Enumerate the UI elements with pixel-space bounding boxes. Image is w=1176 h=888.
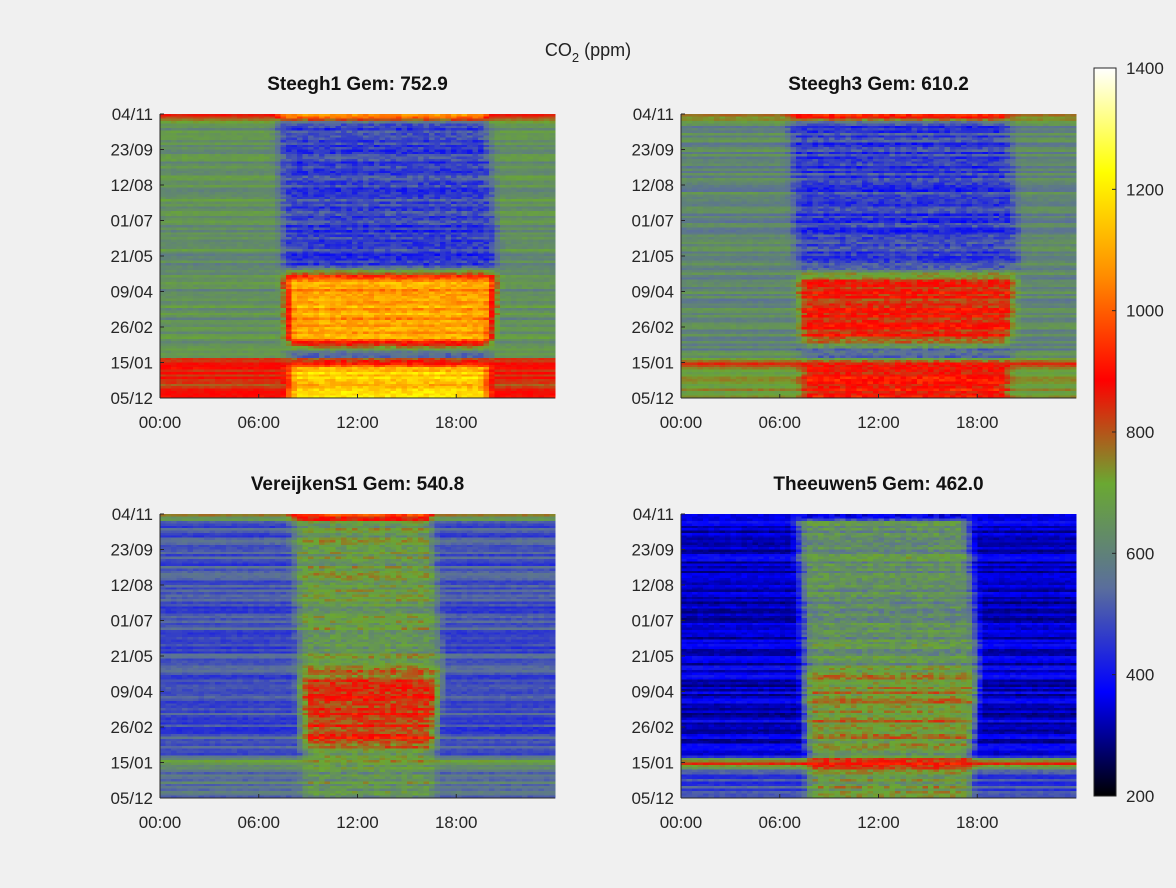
figure-title-main: CO	[545, 40, 572, 60]
y-tick-label: 12/08	[631, 176, 674, 195]
y-tick-label: 15/01	[631, 754, 674, 773]
y-tick-label: 23/09	[110, 541, 153, 560]
subplot-title: Steegh3 Gem: 610.2	[788, 74, 969, 95]
y-tick-label: 15/01	[631, 354, 674, 373]
y-tick-label: 21/05	[631, 247, 674, 266]
y-tick-label: 23/09	[110, 141, 153, 160]
x-tick-label: 12:00	[857, 413, 900, 432]
y-tick-label: 04/11	[633, 105, 674, 124]
colorbar-tick-label: 200	[1126, 787, 1154, 806]
y-tick-label: 09/04	[110, 283, 153, 302]
x-tick-label: 18:00	[435, 413, 478, 432]
y-tick-label: 05/12	[110, 389, 153, 408]
heatmap-cells	[681, 114, 1077, 399]
subplot-title: Steegh1 Gem: 752.9	[267, 74, 448, 95]
colorbar-tick-label: 600	[1126, 544, 1154, 563]
y-tick-label: 01/07	[110, 212, 153, 231]
subplot-1: Steegh1 Gem: 752.9 04/11 23/09 12/08 01/07 21…	[110, 74, 555, 432]
figure-title-subscript: 2	[572, 50, 579, 65]
y-tick-label: 26/02	[631, 718, 674, 737]
y-tick-label: 12/08	[631, 576, 674, 595]
y-tick-label: 26/02	[110, 318, 153, 337]
y-tick-label: 26/02	[110, 718, 153, 737]
y-tick-label: 04/11	[112, 105, 153, 124]
x-tick-label: 06:00	[237, 413, 280, 432]
colorbar-tick-label: 1400	[1126, 59, 1164, 78]
y-tick-label: 12/08	[110, 176, 153, 195]
subplot-title: VereijkenS1 Gem: 540.8	[251, 474, 464, 495]
figure-title-unit: (ppm)	[579, 40, 631, 60]
colorbar-tick-label: 1000	[1126, 302, 1164, 321]
colorbar: 200 400 600 800 1000 1200 1400	[1094, 59, 1164, 806]
x-tick-label: 06:00	[758, 413, 801, 432]
y-tick-label: 05/12	[631, 789, 674, 808]
y-tick-label: 15/01	[110, 354, 153, 373]
subplot-3: VereijkenS1 Gem: 540.8 04/11 23/09 12/08 01/…	[110, 474, 555, 832]
y-tick-label: 26/02	[631, 318, 674, 337]
x-tick-label: 12:00	[336, 413, 379, 432]
x-tick-label: 00:00	[139, 413, 182, 432]
heatmap-cells	[681, 514, 1077, 799]
figure-title: CO2 (ppm)	[545, 40, 631, 65]
x-tick-label: 12:00	[336, 813, 379, 832]
x-tick-label: 18:00	[956, 413, 999, 432]
y-tick-label: 01/07	[631, 212, 674, 231]
y-tick-label: 09/04	[110, 683, 153, 702]
heatmap-cells	[160, 114, 556, 399]
subplot-title: Theeuwen5 Gem: 462.0	[773, 474, 983, 495]
y-tick-label: 05/12	[110, 789, 153, 808]
subplot-4: Theeuwen5 Gem: 462.0 04/11 23/09 12/08 01/07…	[631, 474, 1076, 832]
y-tick-label: 21/05	[110, 247, 153, 266]
colorbar-tick-label: 1200	[1126, 180, 1164, 199]
colorbar-tick-label: 800	[1126, 423, 1154, 442]
x-tick-label: 18:00	[435, 813, 478, 832]
y-tick-label: 23/09	[631, 141, 674, 160]
x-tick-label: 00:00	[660, 813, 703, 832]
y-tick-label: 09/04	[631, 283, 674, 302]
y-tick-label: 05/12	[631, 389, 674, 408]
y-tick-label: 04/11	[633, 505, 674, 524]
y-tick-label: 21/05	[110, 647, 153, 666]
subplots: Steegh1 Gem: 752.9 04/11 23/09 12/08 01/07 21…	[110, 74, 1076, 832]
subplot-2: Steegh3 Gem: 610.2 04/11 23/09 12/08 01/07 21…	[631, 74, 1076, 432]
y-tick-label: 01/07	[631, 612, 674, 631]
colorbar-tick-label: 400	[1126, 666, 1154, 685]
y-tick-label: 01/07	[110, 612, 153, 631]
x-tick-label: 18:00	[956, 813, 999, 832]
y-tick-label: 21/05	[631, 647, 674, 666]
x-tick-label: 00:00	[139, 813, 182, 832]
x-tick-label: 06:00	[758, 813, 801, 832]
heatmap-cells	[160, 514, 556, 799]
y-tick-label: 09/04	[631, 683, 674, 702]
y-tick-label: 12/08	[110, 576, 153, 595]
x-tick-label: 00:00	[660, 413, 703, 432]
y-tick-label: 23/09	[631, 541, 674, 560]
x-tick-label: 06:00	[237, 813, 280, 832]
y-tick-label: 15/01	[110, 754, 153, 773]
x-tick-label: 12:00	[857, 813, 900, 832]
y-tick-label: 04/11	[112, 505, 153, 524]
